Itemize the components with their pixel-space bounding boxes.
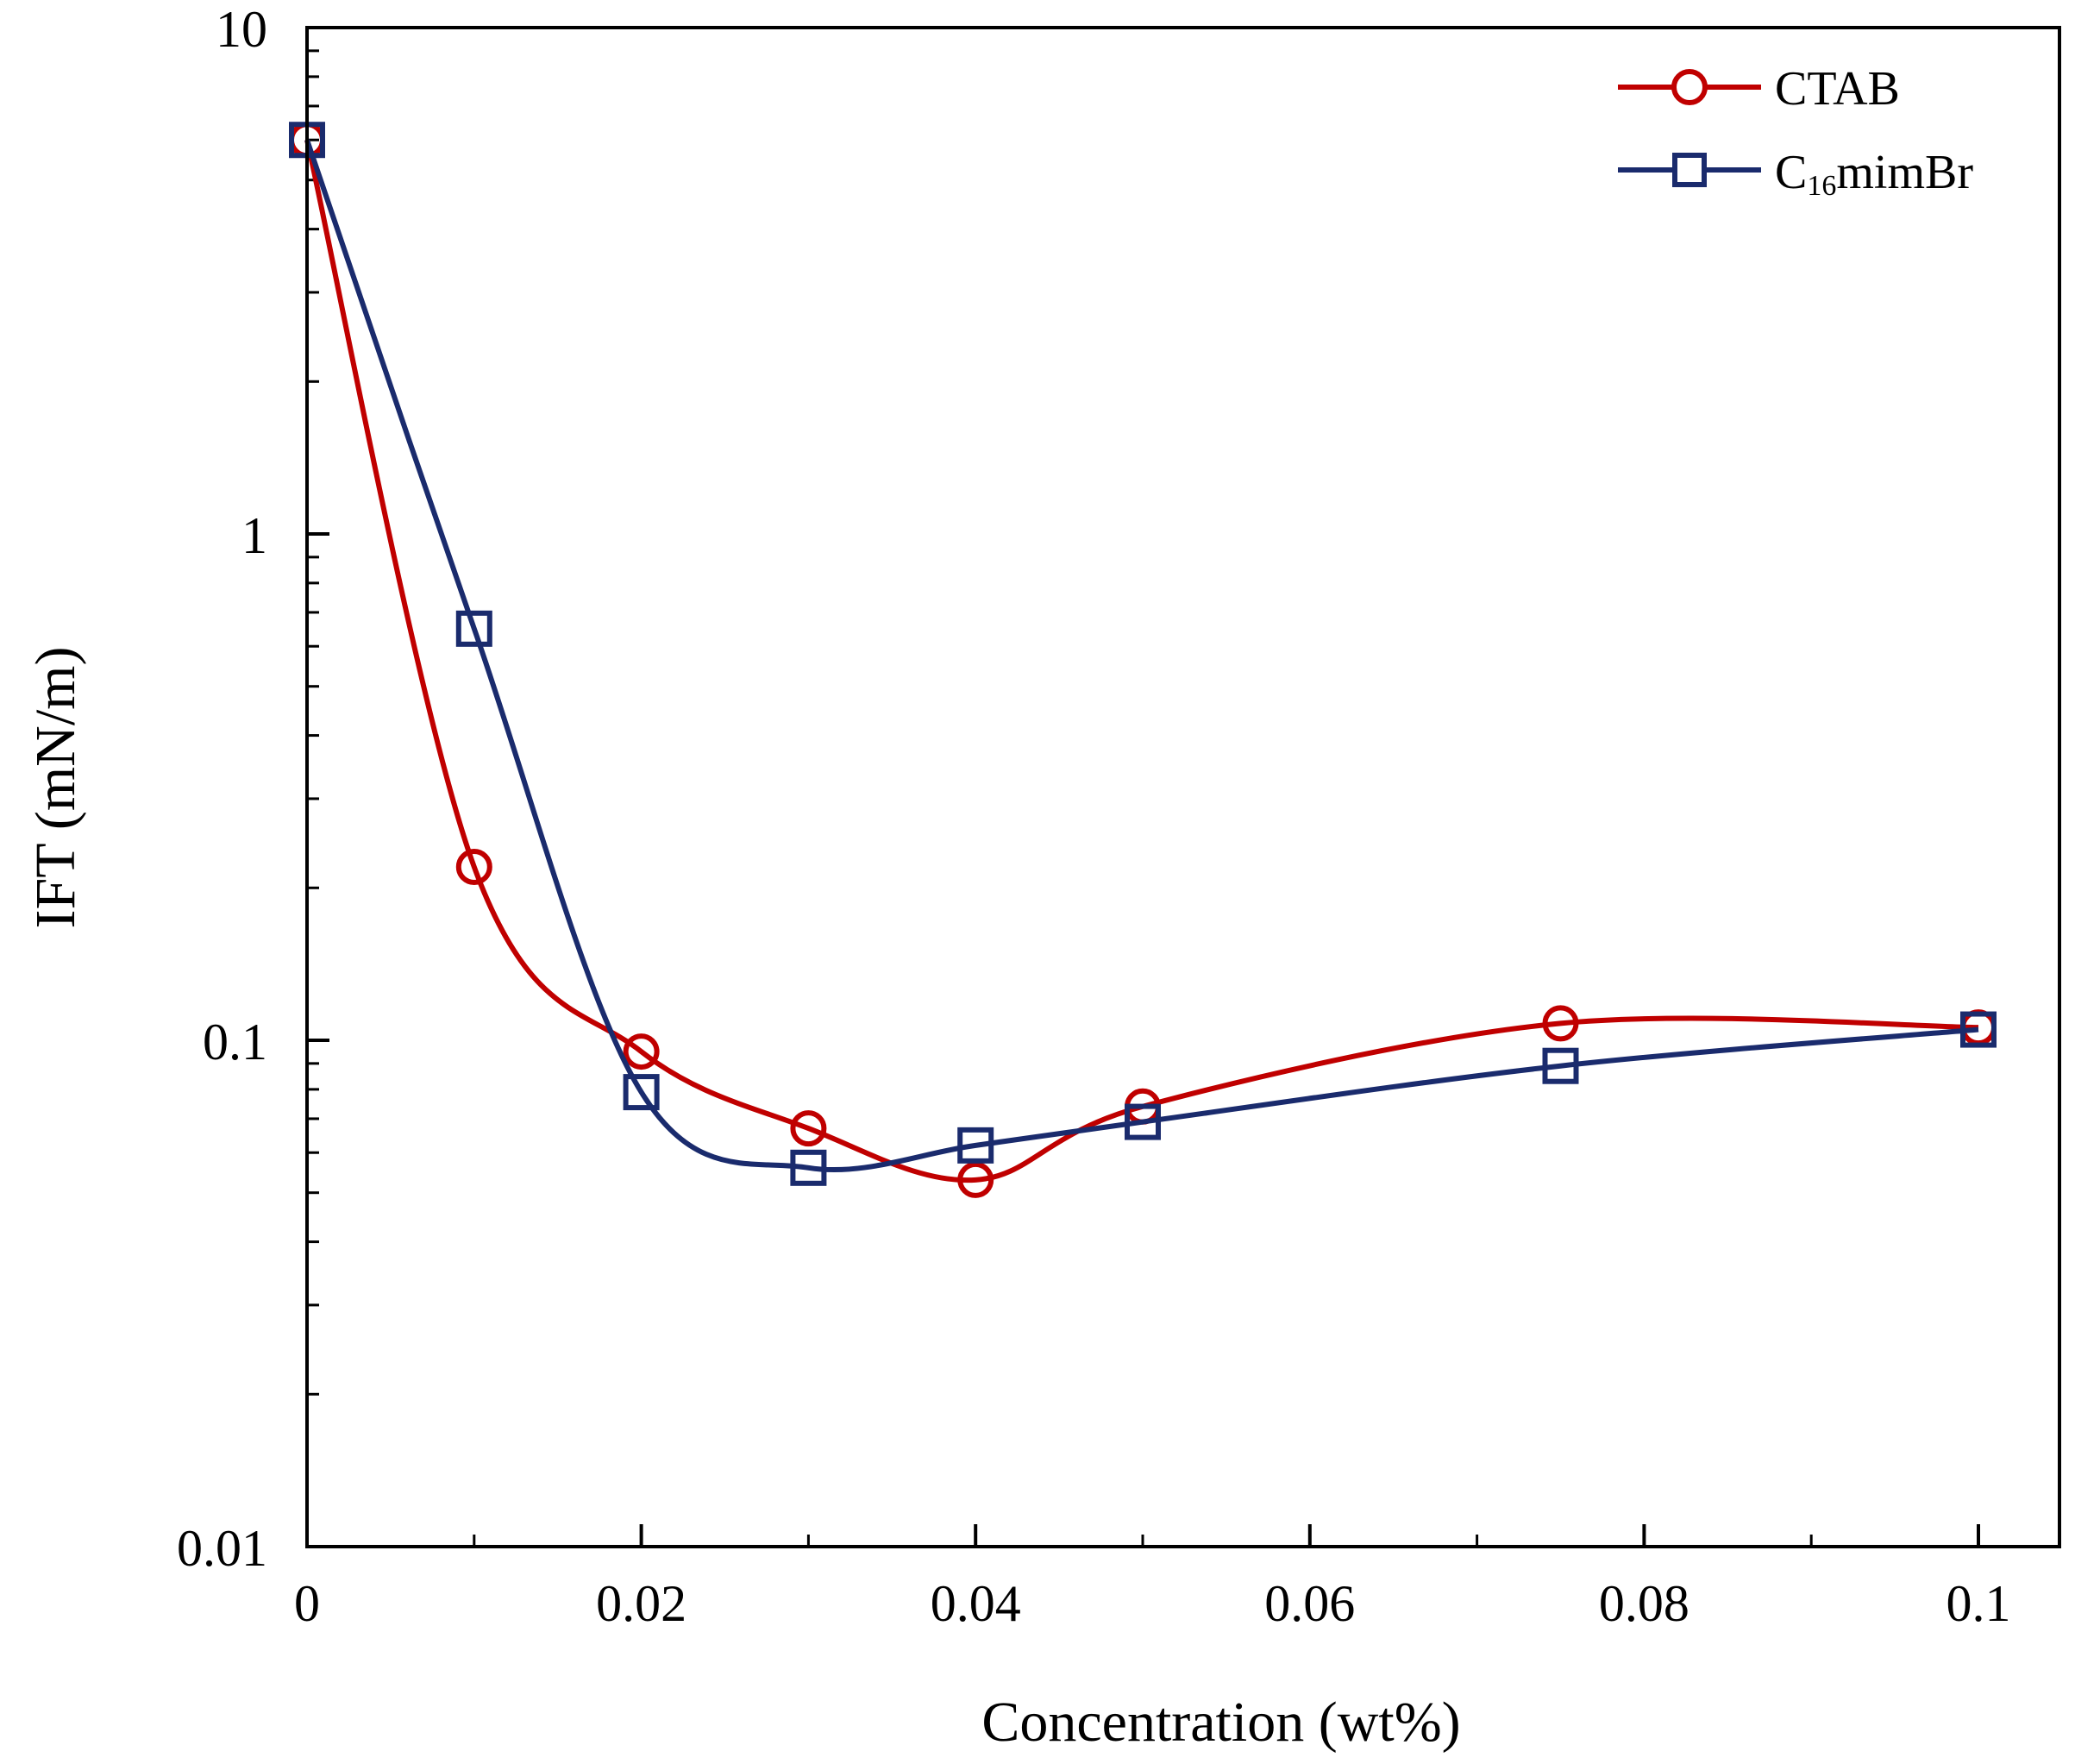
y-tick-label: 0.01	[177, 1520, 267, 1577]
x-axis-title: Concentration (wt%)	[981, 1691, 1460, 1754]
series-layer	[289, 122, 1997, 1198]
y-tick-label: 0.1	[203, 1014, 267, 1070]
legend-label-ctab: CTAB	[1775, 62, 1900, 116]
data-point-ctab	[623, 1033, 660, 1070]
x-tick-label: 0.02	[596, 1575, 686, 1632]
y-tick-label: 10	[216, 1, 267, 58]
legend-marker-ctab	[1671, 69, 1708, 105]
legend-marker-c16mimbr	[1672, 153, 1707, 187]
series-line-ctab	[304, 139, 1979, 1183]
x-tick-label: 0.04	[931, 1575, 1021, 1632]
legend-label-c16mimbr-subscript: 16	[1807, 170, 1836, 202]
data-point-c16mimbr	[957, 1127, 994, 1164]
y-tick-label: 1	[241, 507, 267, 564]
series-line-c16mimbr	[304, 139, 1979, 1173]
data-point-c16mimbr	[623, 1074, 660, 1111]
data-point-c16mimbr	[1960, 1011, 1997, 1048]
legend: CTAB C16mimBr	[1618, 62, 1973, 202]
data-point-c16mimbr	[1542, 1047, 1579, 1084]
axis-labels: 0 0.02 0.04 0.06 0.08 0.1 0.01 0.1 1 10	[177, 1, 2011, 1632]
data-point-ctab	[957, 1161, 994, 1198]
data-point-ctab	[1542, 1005, 1579, 1042]
data-point-c16mimbr	[1125, 1103, 1161, 1140]
x-tick-label: 0.08	[1599, 1575, 1689, 1632]
plot-frame	[305, 26, 2061, 1548]
y-axis-title: IFT (mN/m)	[24, 647, 87, 929]
x-tick-label: 0.06	[1264, 1575, 1355, 1632]
legend-label-c16mimbr-tail: mimBr	[1836, 146, 1973, 199]
data-point-c16mimbr	[455, 610, 492, 647]
legend-label-c16mimbr-main: C	[1775, 146, 1807, 199]
data-point-c16mimbr	[790, 1149, 827, 1186]
legend-label-c16mimbr: C16mimBr	[1775, 146, 1973, 202]
x-tick-label: 0.1	[1946, 1575, 2011, 1632]
x-tick-label: 0	[294, 1575, 320, 1632]
data-point-ctab	[790, 1110, 827, 1147]
data-point-ctab	[455, 848, 492, 885]
